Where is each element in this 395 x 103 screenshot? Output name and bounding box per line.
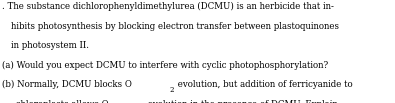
Text: evolution, but addition of ferricyanide to: evolution, but addition of ferricyanide … — [175, 80, 353, 89]
Text: . The substance dichlorophenyldimethylurea (DCMU) is an herbicide that in-: . The substance dichlorophenyldimethylur… — [2, 2, 334, 11]
Text: (b) Normally, DCMU blocks O: (b) Normally, DCMU blocks O — [2, 80, 132, 90]
Text: 2: 2 — [169, 86, 174, 94]
Text: hibits photosynthesis by blocking electron transfer between plastoquinones: hibits photosynthesis by blocking electr… — [11, 22, 339, 31]
Text: in photosystem II.: in photosystem II. — [11, 41, 88, 50]
Text: (a) Would you expect DCMU to interfere with cyclic photophosphorylation?: (a) Would you expect DCMU to interfere w… — [2, 61, 328, 70]
Text: chloroplasts allows O: chloroplasts allows O — [2, 100, 109, 103]
Text: evolution in the presence of DCMU. Explain.: evolution in the presence of DCMU. Expla… — [145, 100, 341, 103]
